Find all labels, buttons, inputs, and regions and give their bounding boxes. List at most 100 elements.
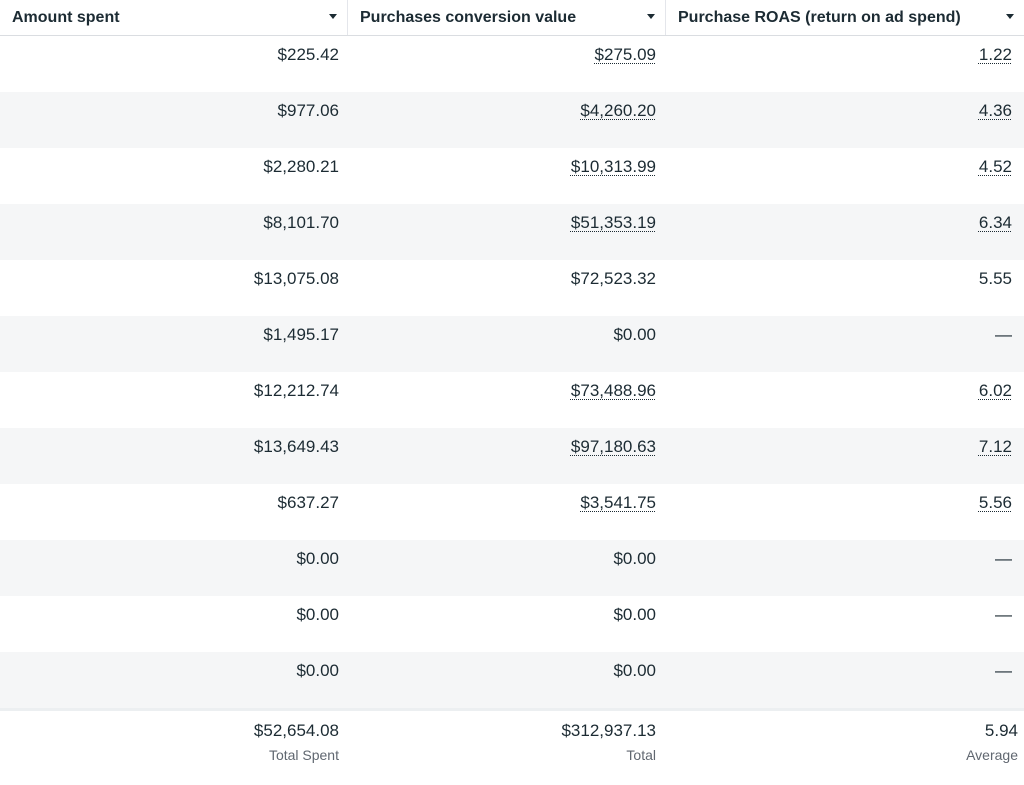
conversion-value-cell: $0.00 <box>348 540 666 596</box>
purchase-roas-value[interactable]: 4.36 <box>978 101 1012 120</box>
total-spent-cell: $52,654.08 Total Spent <box>0 711 348 781</box>
purchase-roas-value[interactable]: 5.56 <box>978 493 1012 512</box>
column-header-purchases-conversion-value[interactable]: Purchases conversion value <box>348 0 666 35</box>
average-roas-label: Average <box>966 747 1018 763</box>
table-row: $0.00 $0.00 — <box>0 540 1024 596</box>
purchase-roas-value[interactable]: 7.12 <box>978 437 1012 456</box>
amount-spent-value: $0.00 <box>296 661 339 680</box>
table-row: $8,101.70 $51,353.19 6.34 <box>0 204 1024 260</box>
amount-spent-cell: $0.00 <box>0 596 348 652</box>
purchase-roas-value[interactable]: 6.34 <box>978 213 1012 232</box>
purchase-roas-cell: 1.22 <box>666 36 1024 92</box>
purchase-roas-value[interactable]: 6.02 <box>978 381 1012 400</box>
column-header-purchase-roas[interactable]: Purchase ROAS (return on ad spend) <box>666 0 1024 35</box>
amount-spent-cell: $2,280.21 <box>0 148 348 204</box>
table-footer-totals: $52,654.08 Total Spent $312,937.13 Total… <box>0 708 1024 781</box>
amount-spent-value: $1,495.17 <box>263 325 339 344</box>
purchase-roas-value[interactable]: 4.52 <box>978 157 1012 176</box>
average-roas-cell: 5.94 Average <box>666 711 1024 781</box>
purchase-roas-cell: 6.02 <box>666 372 1024 428</box>
conversion-value-value[interactable]: $97,180.63 <box>570 437 656 456</box>
purchase-roas-cell: 4.36 <box>666 92 1024 148</box>
amount-spent-value: $8,101.70 <box>263 213 339 232</box>
amount-spent-value: $0.00 <box>296 605 339 624</box>
table-row: $13,649.43 $97,180.63 7.12 <box>0 428 1024 484</box>
average-roas-value: 5.94 <box>984 721 1018 740</box>
amount-spent-value: $637.27 <box>277 493 339 512</box>
purchase-roas-cell: — <box>666 652 1024 708</box>
table-row: $0.00 $0.00 — <box>0 652 1024 708</box>
column-header-label: Amount spent <box>12 8 120 26</box>
purchase-roas-value: — <box>995 549 1012 568</box>
amount-spent-cell: $13,075.08 <box>0 260 348 316</box>
column-header-label: Purchase ROAS (return on ad spend) <box>678 8 961 26</box>
conversion-value-cell: $275.09 <box>348 36 666 92</box>
amount-spent-value: $225.42 <box>277 45 339 64</box>
purchase-roas-value[interactable]: 1.22 <box>978 45 1012 64</box>
sort-caret-icon[interactable] <box>329 14 337 19</box>
conversion-value-value[interactable]: $10,313.99 <box>570 157 656 176</box>
amount-spent-cell: $1,495.17 <box>0 316 348 372</box>
conversion-value-cell: $0.00 <box>348 316 666 372</box>
amount-spent-value: $12,212.74 <box>253 381 339 400</box>
conversion-value-value[interactable]: $73,488.96 <box>570 381 656 400</box>
sort-caret-icon[interactable] <box>1006 14 1014 19</box>
column-header-label: Purchases conversion value <box>360 8 577 26</box>
purchase-roas-cell: — <box>666 316 1024 372</box>
column-header-amount-spent[interactable]: Amount spent <box>0 0 348 35</box>
conversion-value-value[interactable]: $3,541.75 <box>580 493 656 512</box>
amount-spent-cell: $12,212.74 <box>0 372 348 428</box>
total-spent-value: $52,654.08 <box>253 721 339 740</box>
table-row: $2,280.21 $10,313.99 4.52 <box>0 148 1024 204</box>
total-spent-label: Total Spent <box>268 747 339 763</box>
purchase-roas-value: — <box>995 325 1012 344</box>
conversion-value-value[interactable]: $4,260.20 <box>580 101 656 120</box>
purchase-roas-cell: 6.34 <box>666 204 1024 260</box>
table-row: $225.42 $275.09 1.22 <box>0 36 1024 92</box>
amount-spent-cell: $977.06 <box>0 92 348 148</box>
purchase-roas-cell: — <box>666 540 1024 596</box>
purchase-roas-value: — <box>995 605 1012 624</box>
amount-spent-value: $13,075.08 <box>253 269 339 288</box>
sort-caret-icon[interactable] <box>647 14 655 19</box>
purchase-roas-value: 5.55 <box>978 269 1012 288</box>
conversion-value-cell: $72,523.32 <box>348 260 666 316</box>
total-conversion-value: $312,937.13 <box>561 721 656 740</box>
amount-spent-value: $977.06 <box>277 101 339 120</box>
amount-spent-value: $13,649.43 <box>253 437 339 456</box>
purchase-roas-cell: 4.52 <box>666 148 1024 204</box>
conversion-value-value: $72,523.32 <box>570 269 656 288</box>
table-row: $13,075.08 $72,523.32 5.55 <box>0 260 1024 316</box>
purchase-roas-cell: 5.55 <box>666 260 1024 316</box>
conversion-value-cell: $10,313.99 <box>348 148 666 204</box>
conversion-value-value: $0.00 <box>613 661 656 680</box>
table-row: $12,212.74 $73,488.96 6.02 <box>0 372 1024 428</box>
conversion-value-value: $0.00 <box>613 549 656 568</box>
table-body: $225.42 $275.09 1.22 $977.06 $4,260.20 4.36 $2… <box>0 36 1024 708</box>
table-row: $637.27 $3,541.75 5.56 <box>0 484 1024 540</box>
conversion-value-cell: $0.00 <box>348 596 666 652</box>
amount-spent-cell: $8,101.70 <box>0 204 348 260</box>
amount-spent-cell: $0.00 <box>0 540 348 596</box>
purchase-roas-cell: — <box>666 596 1024 652</box>
table-row: $1,495.17 $0.00 — <box>0 316 1024 372</box>
conversion-value-value[interactable]: $51,353.19 <box>570 213 656 232</box>
amount-spent-cell: $225.42 <box>0 36 348 92</box>
conversion-value-cell: $73,488.96 <box>348 372 666 428</box>
conversion-value-cell: $3,541.75 <box>348 484 666 540</box>
conversion-value-cell: $51,353.19 <box>348 204 666 260</box>
conversion-value-value: $0.00 <box>613 325 656 344</box>
purchase-roas-cell: 5.56 <box>666 484 1024 540</box>
conversion-value-value: $0.00 <box>613 605 656 624</box>
conversion-value-cell: $97,180.63 <box>348 428 666 484</box>
amount-spent-cell: $0.00 <box>0 652 348 708</box>
purchase-roas-value: — <box>995 661 1012 680</box>
amount-spent-cell: $13,649.43 <box>0 428 348 484</box>
table-row: $0.00 $0.00 — <box>0 596 1024 652</box>
conversion-value-value[interactable]: $275.09 <box>594 45 656 64</box>
table-row: $977.06 $4,260.20 4.36 <box>0 92 1024 148</box>
amount-spent-value: $0.00 <box>296 549 339 568</box>
table-header: Amount spent Purchases conversion value … <box>0 0 1024 36</box>
conversion-value-cell: $4,260.20 <box>348 92 666 148</box>
